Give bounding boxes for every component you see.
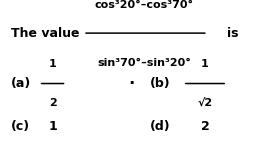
Text: The value: The value: [11, 27, 79, 40]
Text: cos³20°–cos³70°: cos³20°–cos³70°: [94, 0, 194, 10]
Text: is: is: [227, 27, 239, 40]
Text: (b): (b): [150, 77, 170, 90]
Text: 1: 1: [48, 120, 57, 133]
Text: √2: √2: [198, 98, 212, 108]
Text: 1: 1: [201, 59, 209, 69]
Text: (a): (a): [11, 77, 31, 90]
Text: 2: 2: [201, 120, 209, 133]
Text: 1: 1: [49, 59, 57, 69]
Text: ·: ·: [128, 75, 135, 93]
Text: (d): (d): [150, 120, 170, 133]
Text: 2: 2: [49, 98, 57, 108]
Text: sin³70°–sin³20°: sin³70°–sin³20°: [97, 58, 191, 68]
Text: (c): (c): [11, 120, 30, 133]
